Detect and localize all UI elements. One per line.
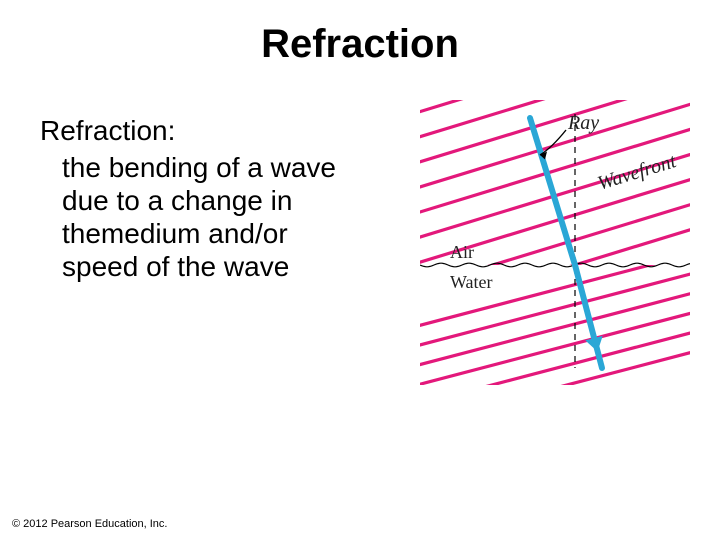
- copyright-text: © 2012 Pearson Education, Inc.: [12, 518, 167, 530]
- svg-text:Water: Water: [450, 272, 493, 292]
- definition-text: the bending of a wave due to a change in…: [40, 151, 370, 283]
- def-line: speed of the wave: [62, 251, 289, 282]
- svg-text:Ray: Ray: [567, 112, 599, 134]
- subheading: Refraction:: [40, 115, 370, 147]
- def-line: themedium and/or: [62, 218, 288, 249]
- slide-title: Refraction: [0, 22, 720, 67]
- svg-text:Air: Air: [450, 242, 474, 262]
- def-line: due to a change in: [62, 185, 292, 216]
- refraction-diagram: RayWavefrontAirWater: [420, 100, 690, 385]
- def-line: the bending of a wave: [62, 152, 336, 183]
- diagram-svg: RayWavefrontAirWater: [420, 100, 690, 385]
- body-column: Refraction: the bending of a wave due to…: [40, 115, 370, 283]
- slide: Refraction Refraction: the bending of a …: [0, 0, 720, 540]
